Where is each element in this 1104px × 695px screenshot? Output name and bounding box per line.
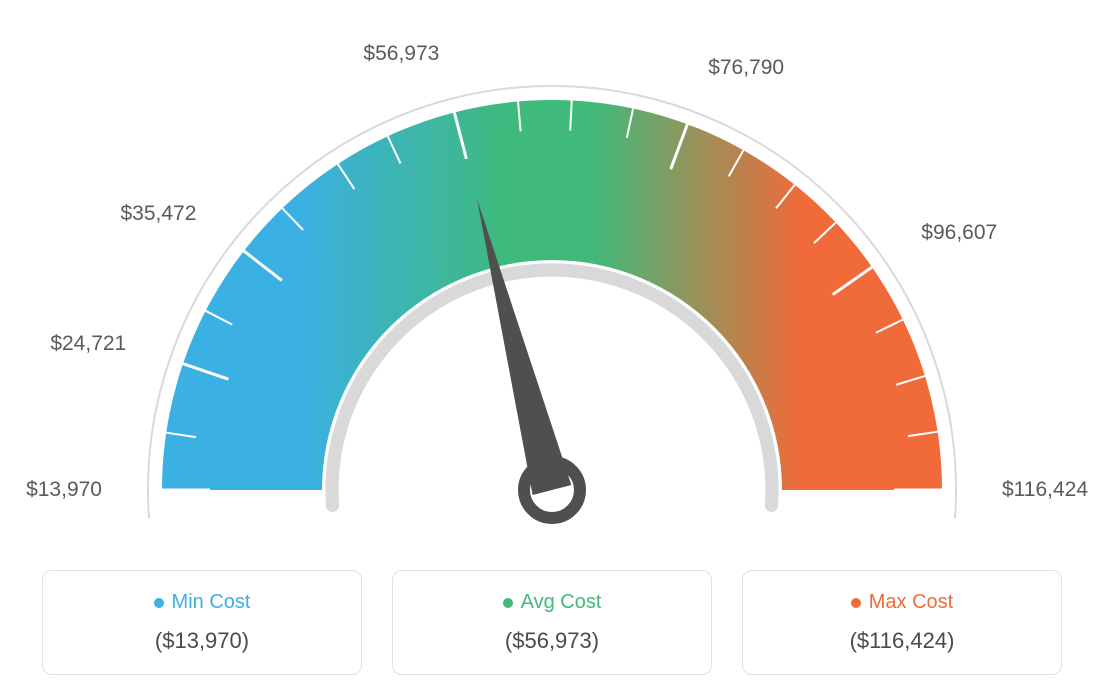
gauge-tick-label: $56,973 — [349, 42, 439, 66]
legend-box-max: Max Cost ($116,424) — [742, 570, 1062, 675]
legend-row: Min Cost ($13,970) Avg Cost ($56,973) Ma… — [20, 570, 1084, 675]
gauge-tick-label: $76,790 — [708, 56, 784, 80]
dot-icon — [154, 598, 164, 608]
legend-value-min: ($13,970) — [53, 628, 351, 654]
legend-title-label: Min Cost — [172, 591, 251, 614]
legend-box-avg: Avg Cost ($56,973) — [392, 570, 712, 675]
legend-box-min: Min Cost ($13,970) — [42, 570, 362, 675]
gauge-svg — [20, 20, 1084, 550]
legend-value-avg: ($56,973) — [403, 628, 701, 654]
legend-title-avg: Avg Cost — [403, 591, 701, 614]
gauge-tick-label: $116,424 — [1002, 478, 1088, 502]
dot-icon — [503, 598, 513, 608]
gauge-tick-label: $13,970 — [12, 478, 102, 502]
gauge-tick-label: $96,607 — [921, 221, 997, 245]
legend-value-max: ($116,424) — [753, 628, 1051, 654]
legend-title-label: Max Cost — [869, 591, 953, 614]
legend-title-max: Max Cost — [753, 591, 1051, 614]
gauge-tick-label: $24,721 — [36, 332, 126, 356]
gauge-tick-label: $35,472 — [106, 202, 196, 226]
dot-icon — [851, 598, 861, 608]
gauge-container: $13,970$24,721$35,472$56,973$76,790$96,6… — [20, 20, 1084, 550]
legend-title-min: Min Cost — [53, 591, 351, 614]
legend-title-label: Avg Cost — [521, 591, 602, 614]
